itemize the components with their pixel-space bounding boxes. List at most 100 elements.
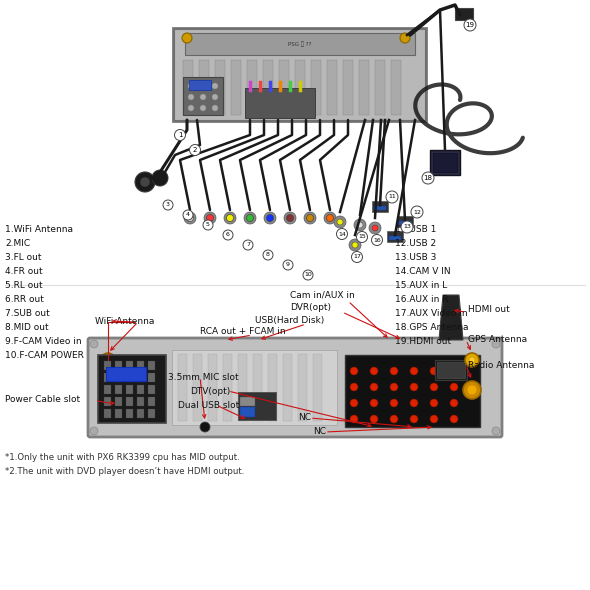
Text: 5.RL out: 5.RL out [5,281,42,290]
Bar [137,397,144,406]
Text: 15.AUX in L: 15.AUX in L [395,281,447,290]
Bar [115,385,122,394]
Text: DTV(opt): DTV(opt) [190,386,230,395]
Bar [295,60,305,115]
Text: 16: 16 [373,238,381,242]
Text: *2.The unit with DVD player doesn’t have HDMI output.: *2.The unit with DVD player doesn’t have… [5,467,244,476]
Circle shape [370,399,378,407]
Text: 18: 18 [424,175,432,181]
Circle shape [350,383,358,391]
Bar [327,60,337,115]
Text: 6: 6 [226,232,230,238]
Text: Dual USB slot: Dual USB slot [178,401,240,409]
Circle shape [203,220,213,230]
Bar [387,231,403,242]
Bar [343,60,353,115]
Bar [268,354,277,421]
Bar [115,373,122,382]
Bar [311,60,321,115]
Circle shape [186,215,194,221]
Text: Radio Antenna: Radio Antenna [468,360,535,369]
Bar [137,361,144,370]
Text: PSG 口 ??: PSG 口 ?? [289,41,312,47]
Bar [137,385,144,394]
Text: 6.RR out: 6.RR out [5,296,44,304]
Bar [208,354,217,421]
Circle shape [450,415,458,423]
Circle shape [212,83,218,89]
Bar [115,397,122,406]
Bar [435,360,467,380]
Circle shape [390,399,398,407]
Circle shape [390,367,398,375]
Text: 10.F-CAM POWER: 10.F-CAM POWER [5,352,84,360]
Circle shape [430,367,438,375]
Bar [126,373,133,382]
Circle shape [334,216,346,228]
Circle shape [287,215,293,221]
Circle shape [247,215,254,221]
Bar [137,373,144,382]
Bar [298,354,307,421]
Circle shape [200,83,206,89]
Text: 14.CAM V IN: 14.CAM V IN [395,267,451,277]
Circle shape [400,33,410,43]
Bar [185,33,415,55]
Bar [437,362,465,378]
Bar [215,60,225,115]
Text: WiFi Antenna: WiFi Antenna [95,317,155,326]
Bar [397,216,413,227]
Bar [104,409,111,418]
Circle shape [188,105,194,111]
Circle shape [200,105,206,111]
Bar [126,397,133,406]
Text: 19.HDMI out: 19.HDMI out [395,337,451,346]
Bar [199,60,209,115]
Circle shape [140,177,150,187]
Text: USB(Hard Disk): USB(Hard Disk) [255,316,324,325]
Circle shape [410,399,418,407]
Circle shape [450,383,458,391]
Text: 4.FR out: 4.FR out [5,267,42,277]
Circle shape [184,212,196,224]
Bar [148,397,155,406]
Circle shape [212,105,218,111]
Bar [245,88,315,118]
Text: 15: 15 [358,234,366,240]
Text: GPS Antenna: GPS Antenna [468,336,527,345]
Bar [247,60,257,115]
Circle shape [206,215,214,221]
Circle shape [369,222,381,234]
Text: 3: 3 [166,202,170,208]
Circle shape [182,33,192,43]
Circle shape [390,383,398,391]
Text: 12.USB 2: 12.USB 2 [395,240,436,248]
Text: 11.USB 1: 11.USB 1 [395,225,437,234]
Circle shape [90,340,98,348]
Text: 19: 19 [466,22,474,28]
Circle shape [463,381,481,399]
Text: 2.MIC: 2.MIC [5,240,30,248]
Circle shape [326,215,333,221]
Circle shape [350,415,358,423]
Circle shape [175,129,185,140]
Bar [240,397,255,406]
Circle shape [492,340,500,348]
Text: DVR(opt): DVR(opt) [290,303,331,313]
Bar [430,150,460,175]
Bar [263,60,273,115]
Circle shape [163,200,173,210]
Bar [391,60,401,115]
Bar [399,221,411,225]
Circle shape [492,427,500,435]
Circle shape [188,94,194,100]
Text: 8: 8 [266,253,270,257]
Bar [253,354,262,421]
Circle shape [189,145,201,156]
Text: Cam in/AUX in: Cam in/AUX in [290,290,355,300]
Circle shape [263,250,273,260]
Circle shape [350,367,358,375]
Bar [240,407,255,417]
Circle shape [267,215,274,221]
Circle shape [303,270,313,280]
